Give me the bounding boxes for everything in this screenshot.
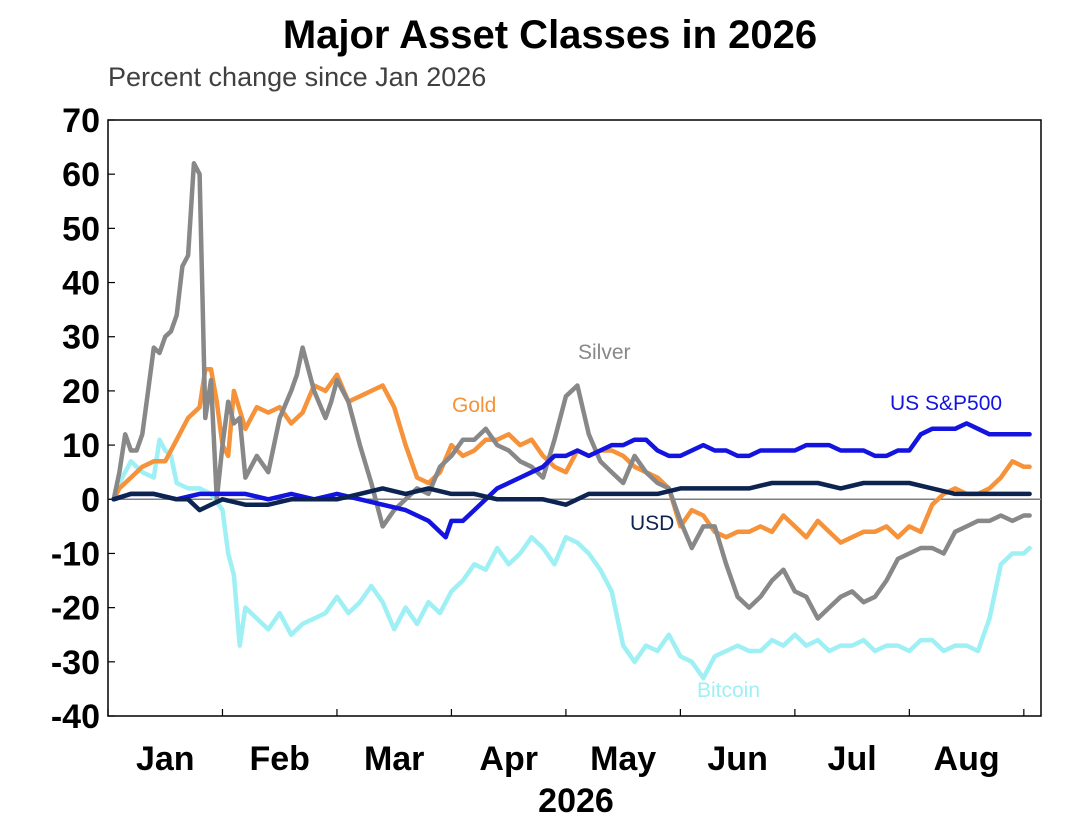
usd-label: USD [630, 512, 674, 535]
plot-border [107, 119, 1042, 717]
x-tick-label: Apr [479, 740, 538, 778]
y-axis: 70 60 50 40 30 20 10 0 -10 -20 -30 -40 [51, 102, 115, 736]
sp500-label: US S&P500 [890, 392, 1002, 415]
y-tick-label: 10 [62, 427, 100, 465]
x-tick-label: Jul [828, 740, 877, 778]
series-line-gold [111, 366, 1032, 545]
y-tick-label: 30 [62, 319, 100, 357]
y-tick-label: 20 [62, 373, 100, 411]
series-line-us-s-p500 [111, 421, 1032, 540]
y-tick-label: 60 [62, 156, 100, 194]
x-axis-label: 2026 [538, 782, 614, 820]
y-tick-label: -20 [51, 590, 100, 628]
x-tick-label: Mar [364, 740, 424, 778]
y-tick-label: 70 [62, 102, 100, 140]
x-tick-label: May [590, 740, 656, 778]
y-tick-label: -40 [51, 698, 100, 736]
series-line-silver [111, 161, 1032, 621]
y-tick-label: 40 [62, 265, 100, 303]
series-line-bitcoin [111, 437, 1032, 681]
bitcoin-label: Bitcoin [697, 679, 760, 702]
series-line-usd [111, 480, 1032, 513]
y-tick-label: 0 [81, 481, 100, 519]
series-lines [111, 161, 1032, 681]
x-tick-label: Jun [707, 740, 767, 778]
x-tick-label: Feb [249, 740, 309, 778]
gold-label: Gold [452, 394, 496, 417]
y-tick-label: -30 [51, 644, 100, 682]
chart-subtitle: Percent change since Jan 2026 [108, 62, 486, 92]
silver-label: Silver [578, 341, 631, 364]
x-axis: Jan Feb Mar Apr May Jun Jul Aug [107, 709, 1025, 778]
chart-title: Major Asset Classes in 2026 [283, 13, 817, 57]
y-tick-label: -10 [51, 535, 100, 573]
x-tick-label: Jan [136, 740, 195, 778]
y-tick-label: 50 [62, 210, 100, 248]
plot-frame [107, 119, 1042, 717]
x-tick-label: Aug [934, 740, 1000, 778]
